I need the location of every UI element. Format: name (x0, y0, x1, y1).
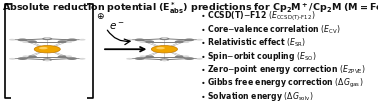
Circle shape (57, 40, 68, 43)
Circle shape (79, 58, 85, 60)
Circle shape (9, 58, 15, 60)
Circle shape (184, 38, 194, 41)
Circle shape (22, 55, 29, 57)
Text: $\bullet$ $\bf{Zero\mathsf{-}point\ energy\ correction}$ ($E_{\mathrm{ZPVE}}$): $\bullet$ $\bf{Zero\mathsf{-}point\ ener… (200, 63, 366, 76)
Circle shape (184, 57, 194, 60)
Circle shape (139, 55, 146, 57)
Circle shape (144, 55, 154, 58)
Circle shape (144, 40, 154, 43)
Circle shape (160, 37, 169, 40)
Circle shape (183, 41, 189, 43)
Circle shape (151, 46, 178, 53)
Circle shape (66, 55, 72, 57)
Text: $\bullet$ $\bf{CCSD(T)\mathsf{-}F12}$ ($E_{\mathrm{CCSD(T)\text{-}F12}}$): $\bullet$ $\bf{CCSD(T)\mathsf{-}F12}$ ($… (200, 10, 316, 23)
Text: $\bullet$ $\bf{Relativistic\ effect}$ ($E_{\mathrm{SR}}$): $\bullet$ $\bf{Relativistic\ effect}$ ($… (200, 36, 307, 49)
Circle shape (27, 40, 37, 43)
Text: $\oplus$: $\oplus$ (96, 11, 105, 21)
Text: $\bullet$ $\bf{Gibbs\ free\ energy\ correction}$ ($\Delta G_{\mathrm{gas}}$): $\bullet$ $\bf{Gibbs\ free\ energy\ corr… (200, 77, 364, 90)
Circle shape (197, 39, 203, 41)
Circle shape (79, 39, 85, 41)
Circle shape (57, 55, 68, 58)
Circle shape (44, 59, 50, 61)
Circle shape (9, 39, 15, 41)
Circle shape (160, 58, 169, 61)
Circle shape (17, 38, 28, 41)
Circle shape (126, 58, 132, 60)
Text: $\bf{Absolute\ reduction\ potential\ (}$$\mathbf{E^*_{abs}}$$\bf{)\ predictions\: $\bf{Absolute\ reduction\ potential\ (}$… (2, 1, 378, 16)
Circle shape (34, 46, 60, 53)
Circle shape (135, 57, 145, 60)
Text: $\bullet$ $\bf{Core\mathsf{-}valence\ correlation}$ ($E_{\mathrm{CV}}$): $\bullet$ $\bf{Core\mathsf{-}valence\ co… (200, 23, 341, 36)
Circle shape (39, 47, 48, 49)
Text: $\bullet$ $\bf{Spin\mathsf{-}orbit\ coupling}$ ($E_{\mathrm{SO}}$): $\bullet$ $\bf{Spin\mathsf{-}orbit\ coup… (200, 50, 317, 63)
Circle shape (44, 37, 50, 39)
Circle shape (22, 41, 29, 43)
Circle shape (161, 59, 167, 61)
Circle shape (161, 37, 167, 39)
Circle shape (42, 37, 52, 40)
Circle shape (17, 57, 28, 60)
Circle shape (183, 55, 189, 57)
Circle shape (66, 41, 72, 43)
Circle shape (139, 41, 146, 43)
Circle shape (126, 39, 132, 41)
Circle shape (135, 38, 145, 41)
Text: $e^-$: $e^-$ (109, 21, 125, 32)
Circle shape (67, 57, 77, 60)
Circle shape (197, 58, 203, 60)
Circle shape (175, 55, 185, 58)
Text: $\bullet$ $\bf{Solvation\ energy}$ ($\Delta G_{\mathrm{solv}}$): $\bullet$ $\bf{Solvation\ energy}$ ($\De… (200, 90, 314, 103)
Circle shape (27, 55, 37, 58)
Circle shape (175, 40, 185, 43)
Circle shape (156, 47, 165, 49)
Circle shape (67, 38, 77, 41)
Circle shape (42, 58, 52, 61)
